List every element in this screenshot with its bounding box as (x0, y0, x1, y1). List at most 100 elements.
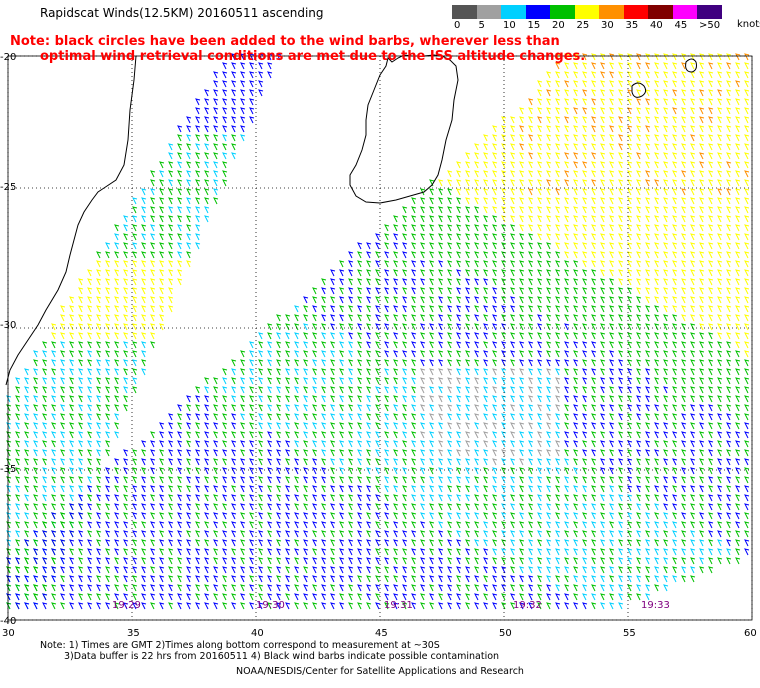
wind-barb (465, 287, 471, 295)
wind-barb (276, 314, 282, 322)
wind-barb (564, 53, 570, 61)
wind-barb (627, 323, 633, 331)
wind-barb (411, 242, 417, 250)
wind-barb (510, 458, 516, 466)
wind-barb (564, 197, 570, 205)
wind-barb (636, 575, 642, 583)
wind-barb (519, 494, 525, 502)
wind-barb (564, 242, 570, 250)
wind-barb (105, 575, 111, 583)
wind-barb (177, 467, 183, 475)
wind-barb (618, 62, 624, 70)
wind-barb (276, 377, 282, 385)
wind-barb (537, 224, 543, 232)
wind-barb (420, 341, 426, 349)
wind-barb (483, 485, 489, 493)
wind-barb (366, 557, 372, 565)
wind-barb (645, 431, 651, 439)
wind-barb (186, 134, 192, 142)
wind-barb (213, 467, 219, 475)
wind-barb (546, 476, 552, 484)
wind-barb (555, 134, 561, 142)
wind-barb (456, 377, 462, 385)
wind-barb (87, 341, 93, 349)
wind-barb (231, 566, 237, 574)
wind-barb (303, 395, 309, 403)
wind-barb (240, 395, 246, 403)
wind-barb (681, 512, 687, 520)
wind-barb (195, 566, 201, 574)
wind-barb (717, 71, 723, 79)
wind-barb (186, 152, 192, 160)
wind-barb (600, 71, 606, 79)
wind-barb (438, 215, 444, 223)
wind-barb (141, 557, 147, 565)
wind-barb (618, 116, 624, 124)
wind-barb (627, 251, 633, 259)
wind-barb (393, 260, 399, 268)
wind-barb (555, 395, 561, 403)
wind-barb (312, 314, 318, 322)
wind-barb (312, 413, 318, 421)
wind-barb (663, 359, 669, 367)
wind-barb (213, 521, 219, 529)
wind-barb (177, 404, 183, 412)
wind-barb (654, 557, 660, 565)
wind-barb (366, 386, 372, 394)
wind-barb (618, 89, 624, 97)
wind-barb (33, 458, 39, 466)
wind-barb (240, 107, 246, 115)
wind-barb (402, 242, 408, 250)
wind-barb (537, 593, 543, 601)
wind-barb (114, 278, 120, 286)
wind-barb (546, 431, 552, 439)
wind-barb (465, 431, 471, 439)
wind-barb (339, 485, 345, 493)
wind-barb (186, 197, 192, 205)
wind-barb (510, 134, 516, 142)
wind-barb (384, 395, 390, 403)
wind-barb (492, 485, 498, 493)
wind-barb (627, 260, 633, 268)
wind-barb (51, 539, 57, 547)
wind-barb (51, 341, 57, 349)
wind-barb (96, 305, 102, 313)
wind-barb (267, 53, 273, 61)
wind-barb (591, 602, 597, 610)
wind-barb (303, 305, 309, 313)
wind-barb (294, 521, 300, 529)
wind-barb (267, 440, 273, 448)
note-line-1: Note: black circles have been added to t… (10, 34, 560, 49)
wind-barb (690, 53, 696, 61)
wind-barb (699, 431, 705, 439)
wind-barb (393, 503, 399, 511)
wind-barb (591, 98, 597, 106)
wind-barb (600, 179, 606, 187)
wind-barb (519, 170, 525, 178)
wind-barb (636, 404, 642, 412)
wind-barb (204, 449, 210, 457)
wind-barb (465, 557, 471, 565)
wind-barb (33, 413, 39, 421)
wind-barb (726, 125, 732, 133)
wind-barb (393, 341, 399, 349)
wind-barb (429, 539, 435, 547)
wind-barb (123, 341, 129, 349)
wind-barb (681, 287, 687, 295)
wind-barb (519, 386, 525, 394)
wind-barb (240, 575, 246, 583)
wind-barb (447, 206, 453, 214)
wind-barb (645, 170, 651, 178)
wind-barb (87, 449, 93, 457)
wind-barb (537, 467, 543, 475)
wind-barb (609, 134, 615, 142)
wind-barb (744, 332, 750, 340)
wind-barb (249, 71, 255, 79)
wind-barb (582, 233, 588, 241)
wind-barb (330, 593, 336, 601)
wind-barb (429, 206, 435, 214)
wind-barb (186, 575, 192, 583)
wind-barb (96, 485, 102, 493)
wind-barb (429, 188, 435, 196)
wind-barb (69, 458, 75, 466)
